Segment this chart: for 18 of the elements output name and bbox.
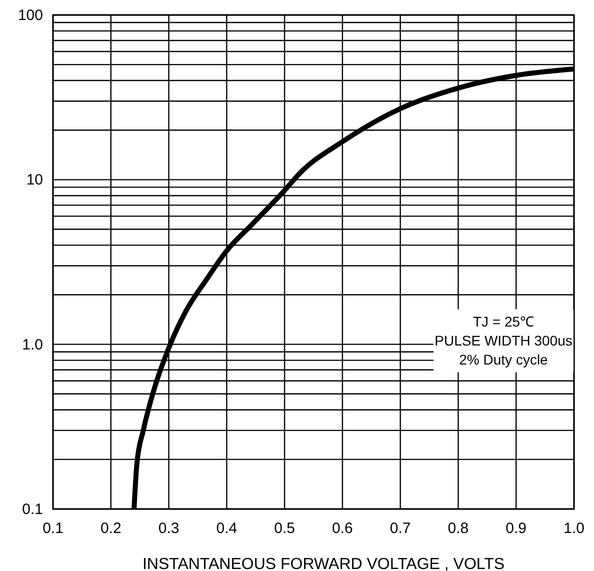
x-tick-label: 0.6 [332,520,353,537]
x-tick-label: 0.1 [42,520,64,537]
x-tick-label: 0.5 [274,520,295,537]
x-tick-label: 0.7 [390,520,411,537]
x-tick-label: 1.0 [564,520,584,537]
x-tick-label: 0.4 [216,520,238,537]
annotation: TJ = 25℃ [472,313,534,330]
y-tick-label: 100 [18,7,43,24]
x-tick-label: 0.2 [100,520,122,537]
y-tick-label: 10 [26,172,43,189]
x-tick-label: 0.3 [158,520,180,537]
annotation: PULSE WIDTH 300us [434,332,572,348]
annotation: 2% Duty cycle [459,351,548,368]
x-tick-label: 0.9 [506,520,527,537]
x-tick-label: 0.8 [448,520,469,537]
y-tick-label: 0.1 [22,501,43,518]
y-tick-label: 1.0 [22,336,43,354]
x-axis-title: INSTANTANEOUS FORWARD VOLTAGE , VOLTS [142,556,505,571]
